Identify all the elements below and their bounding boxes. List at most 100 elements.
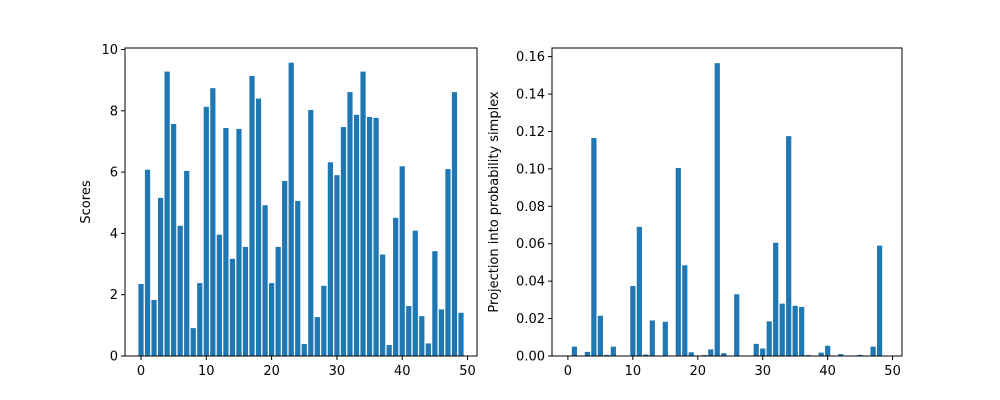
bar (721, 353, 727, 356)
bar (334, 175, 340, 356)
bar (157, 197, 164, 356)
bar (399, 166, 405, 356)
bar (216, 234, 222, 356)
bar (425, 343, 431, 356)
bar (210, 88, 216, 357)
bar (451, 92, 458, 356)
bar (792, 305, 798, 356)
x-tick-label: 0 (564, 364, 572, 379)
bar (177, 225, 183, 356)
bar (393, 217, 399, 356)
bar (353, 114, 360, 356)
bar (825, 345, 831, 356)
y-tick-label: 6 (110, 166, 118, 181)
bar (308, 109, 314, 356)
bar (571, 346, 577, 356)
bar (643, 354, 649, 356)
bar (171, 124, 177, 356)
bar (597, 315, 603, 356)
y-tick-label: 0.00 (516, 350, 545, 365)
y-axis-label: Scores (79, 180, 94, 223)
bar (708, 349, 714, 356)
bar (714, 63, 720, 356)
bar (164, 71, 170, 356)
bar (380, 254, 386, 356)
y-tick-label: 4 (110, 227, 118, 242)
bar (760, 348, 766, 356)
bar (275, 246, 281, 356)
bar (438, 309, 445, 356)
bar (360, 71, 366, 356)
bar (786, 136, 792, 356)
bar (610, 346, 616, 356)
bar (184, 170, 190, 356)
bar (386, 344, 392, 356)
y-tick-label: 0.12 (516, 125, 545, 140)
bar (662, 321, 668, 356)
bar (734, 294, 740, 356)
bar (445, 169, 451, 356)
bar (282, 181, 288, 356)
bar (203, 106, 209, 356)
x-tick-label: 30 (754, 364, 771, 379)
bar (229, 258, 236, 356)
bar (366, 116, 373, 357)
bar (340, 127, 347, 356)
y-tick-label: 0.08 (516, 200, 545, 215)
bar (138, 283, 144, 356)
y-tick-label: 8 (110, 104, 118, 119)
x-tick-label: 50 (459, 364, 476, 379)
bar (255, 98, 262, 356)
bar (190, 328, 196, 356)
x-tick-label: 20 (690, 364, 707, 379)
bar (314, 317, 320, 356)
bar (877, 245, 883, 356)
bar (197, 283, 203, 356)
plot-frame (124, 47, 478, 357)
bar (649, 320, 655, 356)
bar (327, 162, 333, 356)
bar (419, 316, 425, 356)
bar (857, 354, 863, 356)
x-tick-label: 20 (263, 364, 280, 379)
bar (675, 167, 681, 356)
bar (630, 286, 636, 356)
bar (249, 75, 255, 356)
bar (347, 92, 353, 356)
projection-chart: Projection into probability simplex 0 10 2… (487, 47, 903, 379)
bar (458, 312, 464, 356)
bar (682, 265, 688, 356)
bar (432, 251, 438, 356)
bar (301, 344, 307, 356)
scores-chart: Scores 0 10 20 30 40 50 0 2 4 6 8 10 (79, 43, 478, 379)
bar (236, 128, 242, 356)
x-tick-label: 0 (137, 364, 145, 379)
bar (144, 169, 151, 356)
y-tick-label: 0.10 (516, 162, 545, 177)
bar (779, 303, 785, 356)
bar (688, 352, 694, 356)
y-tick-label: 0 (110, 350, 118, 365)
plot-frame (551, 47, 903, 357)
x-tick-label: 30 (329, 364, 346, 379)
y-tick-label: 0.04 (516, 275, 545, 290)
y-tick-label: 0.02 (516, 312, 545, 327)
bar (242, 246, 249, 356)
bar (262, 205, 268, 356)
x-tick-label: 50 (884, 364, 901, 379)
bar (295, 200, 301, 356)
x-tick-label: 10 (198, 364, 215, 379)
x-tick-label: 40 (819, 364, 836, 379)
bar (288, 62, 294, 357)
bar (223, 127, 229, 357)
bar (766, 321, 772, 356)
bar (870, 346, 876, 356)
y-axis-label: Projection into probability simplex (487, 91, 502, 313)
bar (591, 138, 597, 356)
bar (584, 351, 590, 356)
y-tick-label: 0.14 (516, 88, 545, 103)
bar (151, 299, 157, 356)
y-tick-label: 0.06 (516, 237, 545, 252)
bar (412, 230, 418, 356)
